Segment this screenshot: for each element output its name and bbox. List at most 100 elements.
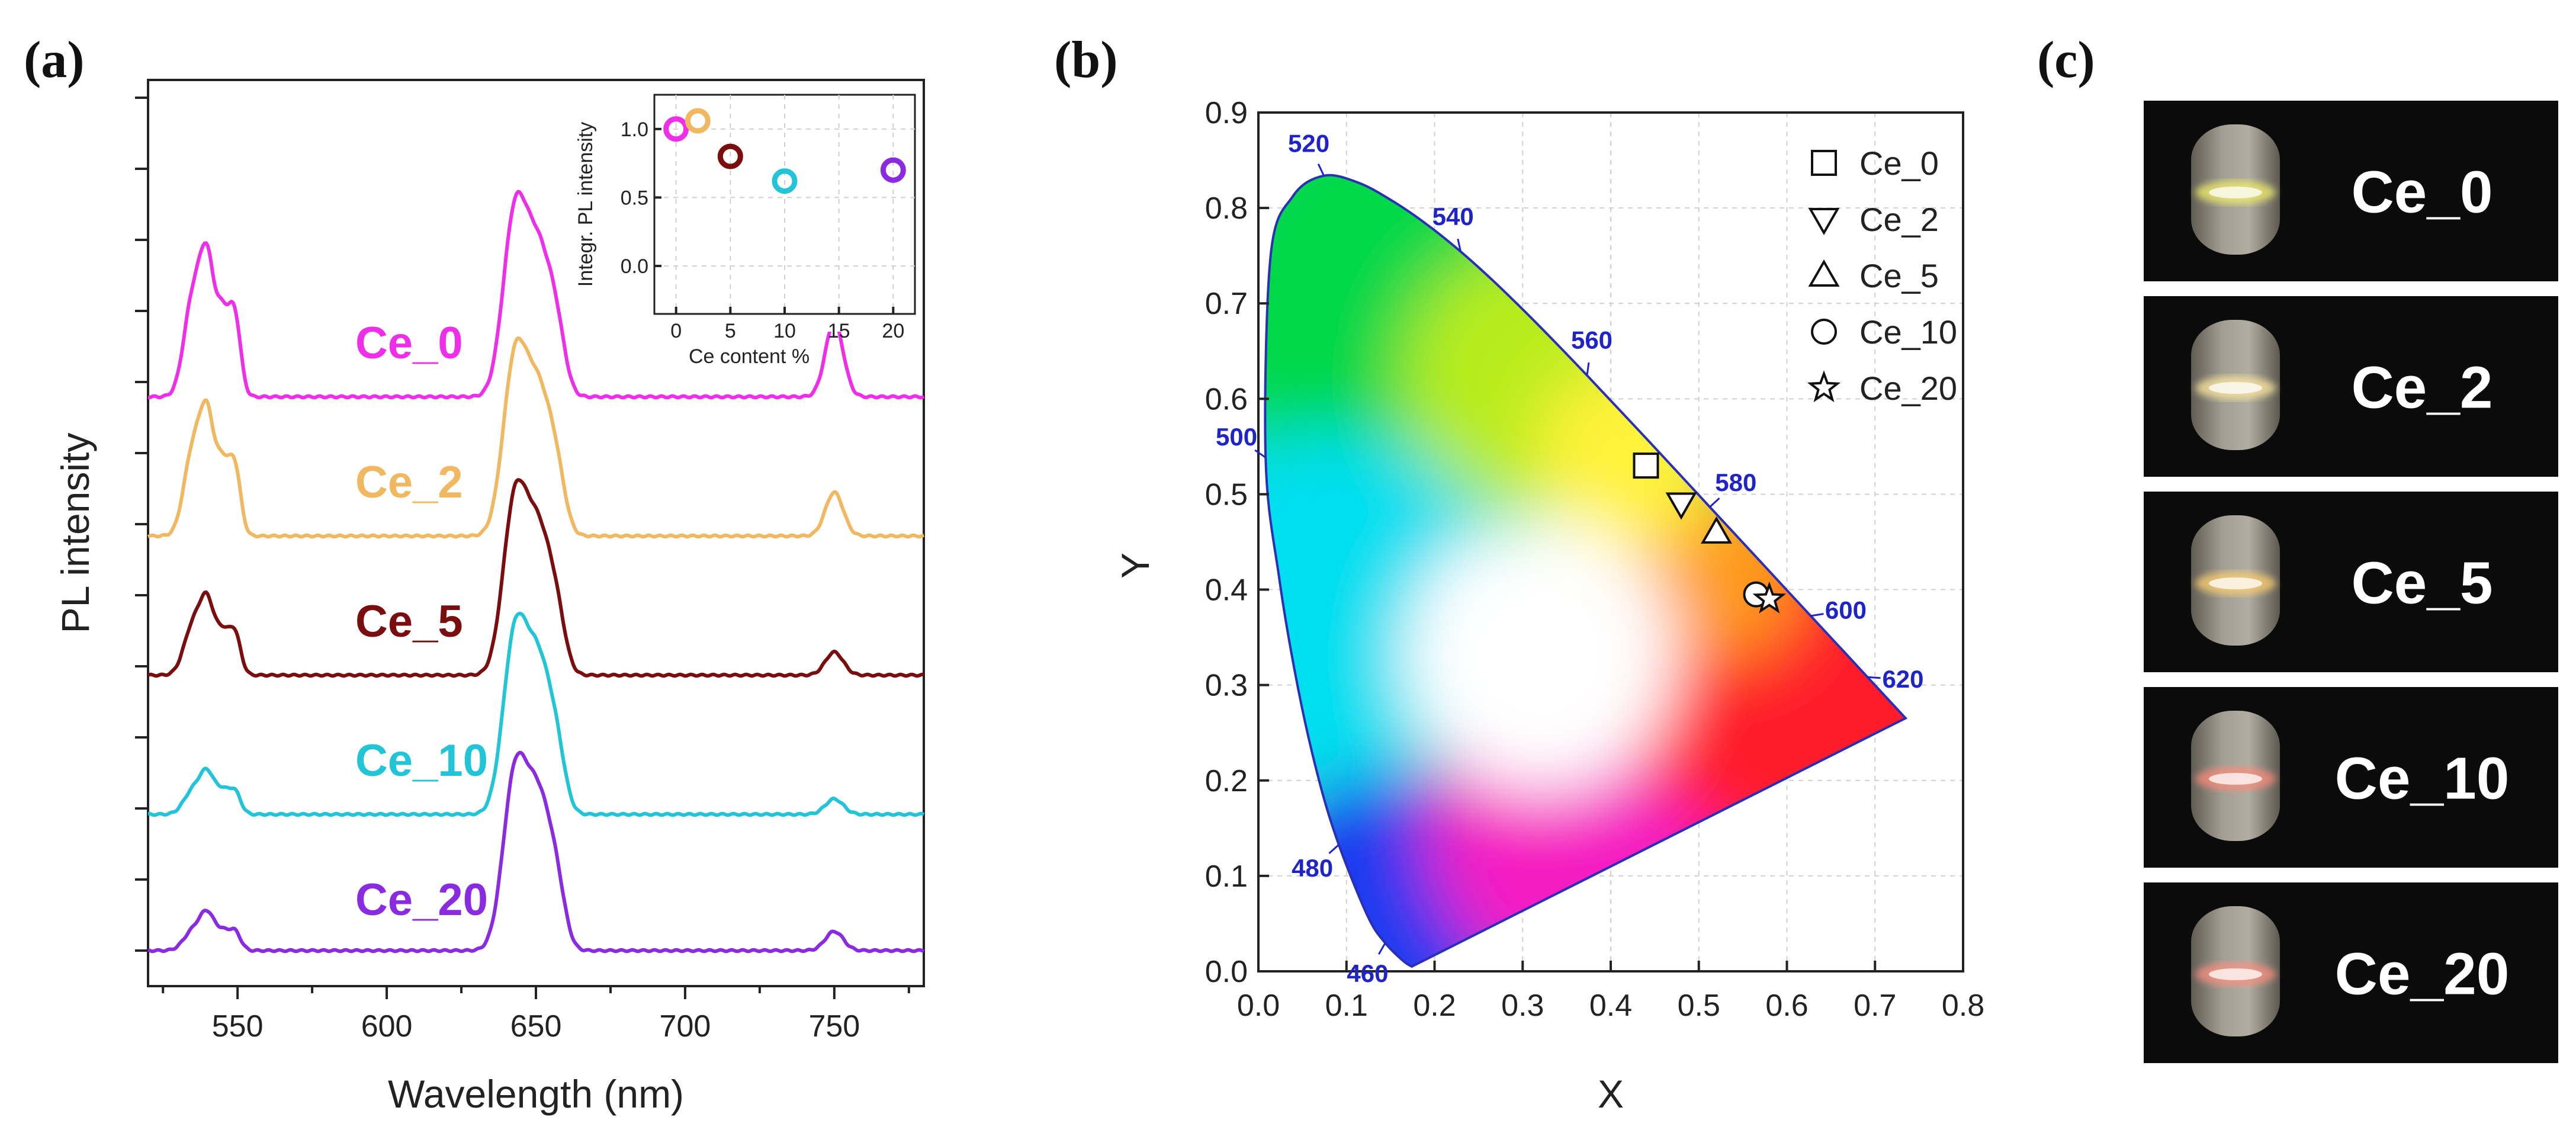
y-tick-label: 0.2 — [1205, 764, 1248, 798]
curve-label-Ce_5: Ce_5 — [355, 596, 463, 647]
x-tick-label: 0.0 — [1237, 988, 1280, 1023]
pl-curve-Ce_0 — [147, 190, 925, 400]
x-tick-label: 0.1 — [1325, 988, 1368, 1023]
legend-label: Ce_10 — [1859, 313, 1957, 351]
inset-point — [772, 168, 798, 194]
photo-label: Ce_10 — [2335, 746, 2510, 812]
x-tick-label: 0.4 — [1589, 988, 1632, 1023]
wavelength-tick — [1317, 163, 1325, 176]
wavelength-tick — [1457, 238, 1462, 252]
inset-point — [880, 157, 906, 183]
wavelength-label: 460 — [1347, 959, 1388, 987]
wavelength-label: 620 — [1882, 665, 1923, 693]
plot-a-x-title: Wavelength (nm) — [388, 1072, 684, 1116]
x-tick-label: 0.3 — [1501, 988, 1544, 1023]
photo-Ce_2: Ce_2 — [2144, 296, 2558, 477]
wavelength-tick — [1709, 497, 1720, 508]
inset-point — [663, 116, 689, 142]
plot-b-ticks: 0.0 0.1 0.2 0.3 0.4 0.5 0.6 0.7 0.8 0.0 0.1 0.2 0.3 0… — [1205, 96, 1984, 1023]
y-tick-label: 0.5 — [1205, 477, 1248, 512]
marker-circle — [1811, 319, 1837, 345]
legend-label: Ce_0 — [1859, 145, 1939, 182]
marker-star — [1752, 581, 1787, 614]
x-tick-label: 0.6 — [1765, 988, 1808, 1023]
wavelength-label: 560 — [1571, 326, 1613, 354]
inset-y-title: Integr. PL intensity — [574, 122, 597, 287]
panel-label-c: (c) — [2037, 31, 2095, 89]
wavelength-label: 540 — [1432, 203, 1474, 230]
panel-b-cie-diagram: 0.0 0.1 0.2 0.3 0.4 0.5 0.6 0.7 0.8 0.0 0.1 0.2 0.3 0… — [1113, 96, 1984, 1116]
y-tick-label: 0.0 — [1205, 955, 1248, 989]
legend-label: Ce_20 — [1859, 370, 1957, 407]
y-tick-label: 0.7 — [1205, 287, 1248, 321]
wavelength-label: 600 — [1825, 596, 1867, 624]
plot-b-points — [1633, 452, 1787, 614]
curve-label-Ce_10: Ce_10 — [355, 736, 488, 786]
curve-label-Ce_2: Ce_2 — [355, 457, 463, 508]
pl-curve-Ce_5 — [147, 478, 924, 678]
cie-color-gamut — [1265, 175, 1906, 967]
plot-a-x-ticks: 550 600 650 700 750 — [162, 986, 910, 1044]
wavelength-tick — [1586, 362, 1590, 376]
inset-integrated-pl: 0 5 10 15 20 0.0 0.5 1.0 Ce content % Integr. P… — [574, 89, 921, 368]
marker-triangle-down — [1808, 208, 1840, 236]
y-tick-label: 0.6 — [1205, 382, 1248, 416]
inset-ticks: 0 5 10 15 20 0.0 0.5 1.0 — [621, 118, 905, 342]
wavelength-label: 480 — [1292, 854, 1333, 882]
gamut-white — [1404, 520, 1676, 793]
photo-Ce_10: Ce_10 — [2144, 687, 2558, 868]
x-tick-label: 700 — [660, 1009, 711, 1044]
inset-y-tick-label: 0.0 — [621, 255, 648, 278]
plot-a-y-title: PL intensity — [53, 433, 97, 634]
pl-curve-Ce_10 — [147, 611, 925, 817]
x-tick-label: 650 — [510, 1009, 562, 1044]
marker-square — [1633, 452, 1659, 479]
inset-x-tick-label: 10 — [773, 320, 796, 342]
marker-triangle-down — [1665, 492, 1697, 520]
x-tick-label: 550 — [212, 1009, 264, 1044]
panel-a-pl-spectra: 550 600 650 700 750 Ce_0 Ce_2 Ce_5 Ce_10 Ce_20 W… — [53, 79, 925, 1116]
plot-b-y-title: Y — [1113, 553, 1157, 579]
photo-label: Ce_5 — [2351, 550, 2493, 617]
y-tick-label: 0.1 — [1205, 859, 1248, 894]
y-tick-label: 0.4 — [1205, 573, 1248, 608]
plot-b-legend: Ce_0 Ce_2 Ce_5 Ce_10 Ce_20 — [1807, 145, 1957, 407]
inset-grid — [654, 95, 915, 314]
photo-Ce_20: Ce_20 — [2144, 882, 2558, 1063]
marker-star — [1807, 370, 1841, 403]
inset-x-tick-label: 0 — [670, 320, 682, 342]
inset-x-tick-label: 20 — [882, 320, 904, 342]
y-tick-label: 0.3 — [1205, 669, 1248, 703]
marker-triangle-up — [1808, 259, 1840, 287]
pl-curve-Ce_2 — [147, 336, 924, 539]
x-tick-label: 0.2 — [1413, 988, 1456, 1023]
pl-curve-Ce_20 — [147, 750, 925, 954]
marker-triangle-up — [1701, 516, 1732, 544]
spectral-locus — [1264, 174, 1908, 968]
wavelength-tick — [1328, 844, 1340, 854]
curve-label-Ce_0: Ce_0 — [355, 318, 463, 368]
inset-x-title: Ce content % — [689, 345, 810, 368]
plot-b-x-title: X — [1598, 1072, 1624, 1116]
inset-point — [717, 143, 743, 169]
wavelength-labels: 460 480 500 520 540 560 580 600 620 — [1216, 129, 1923, 987]
vial-glow-core — [2209, 577, 2262, 589]
photo-Ce_5: Ce_5 — [2144, 492, 2558, 672]
photo-Ce_0: Ce_0 — [2144, 101, 2558, 281]
plot-a-curves — [147, 190, 925, 954]
y-tick-label: 0.9 — [1205, 96, 1248, 130]
x-tick-label: 750 — [808, 1009, 860, 1044]
plot-a-curve-labels: Ce_0 Ce_2 Ce_5 Ce_10 Ce_20 — [355, 318, 488, 925]
wavelength-tick — [1377, 942, 1386, 955]
wavelength-label: 500 — [1216, 423, 1257, 451]
panel-c-photos: Ce_0 Ce_2 Ce_5 Ce_10 Ce_20 — [2144, 101, 2558, 1063]
wavelength-tick — [1810, 613, 1824, 617]
vial-glow-core — [2209, 382, 2262, 394]
marker-square — [1811, 150, 1837, 176]
legend-label: Ce_5 — [1859, 257, 1939, 294]
panel-label-a: (a) — [24, 31, 85, 89]
legend-label: Ce_2 — [1859, 201, 1939, 238]
vial-glow-core — [2209, 187, 2262, 198]
wavelength-tick — [1867, 676, 1881, 679]
curve-label-Ce_20: Ce_20 — [355, 875, 488, 925]
